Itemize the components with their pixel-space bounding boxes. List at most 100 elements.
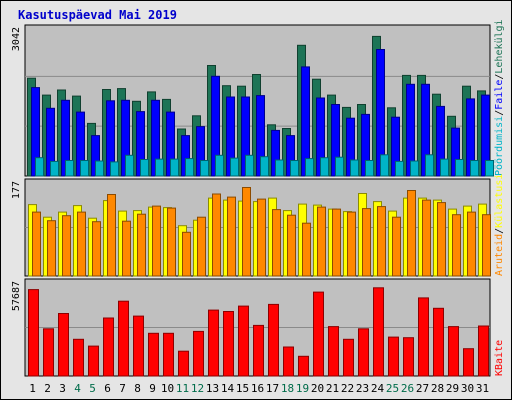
bar-middle-aruteid-day-11 [182, 231, 191, 277]
bar-bottom-kbaite-day-17 [268, 303, 279, 377]
bar-top-pöördumisi-day-31 [485, 160, 494, 177]
bar-top-pöördumisi-day-13 [215, 154, 224, 177]
x-tick-day-29: 29 [446, 382, 459, 395]
chart-title: Kasutuspäevad Mai 2019 [18, 8, 177, 22]
bar-middle-aruteid-day-25 [392, 216, 401, 277]
bar-top-pöördumisi-day-18 [290, 160, 299, 177]
bar-top-pöördumisi-day-11 [185, 158, 194, 177]
x-tick-day-3: 3 [59, 382, 66, 395]
bar-middle-aruteid-day-22 [347, 211, 356, 277]
x-tick-day-24: 24 [371, 382, 385, 395]
legend-item: Faile [494, 80, 505, 110]
legend-bottom: KBaite [494, 340, 505, 376]
bar-bottom-kbaite-day-24 [373, 287, 384, 377]
bar-middle-aruteid-day-7 [122, 220, 131, 277]
legend-item: KBaite [494, 340, 505, 376]
bar-bottom-kbaite-day-12 [193, 330, 204, 377]
bar-bottom-kbaite-day-6 [103, 317, 114, 377]
bar-top-pöördumisi-day-6 [110, 161, 119, 177]
bar-bottom-kbaite-day-9 [148, 332, 159, 377]
bar-top-pöördumisi-day-26 [410, 160, 419, 177]
x-tick-day-26: 26 [401, 382, 414, 395]
bar-top-pöördumisi-day-9 [155, 158, 164, 177]
bar-bottom-kbaite-day-19 [298, 355, 309, 377]
bar-top-pöördumisi-day-14 [230, 157, 239, 177]
legend-middle: Aruteid/Külastusi [494, 174, 505, 276]
bar-middle-aruteid-day-18 [287, 214, 296, 277]
bar-top-pöördumisi-day-28 [440, 158, 449, 177]
x-tick-day-20: 20 [311, 382, 324, 395]
legend-top: Pöördumisi/Faile/Lehekülgi [494, 19, 505, 176]
legend-item: Lehekülgi [494, 19, 505, 73]
bar-middle-aruteid-day-24 [377, 206, 386, 277]
bar-top-pöördumisi-day-27 [425, 154, 434, 177]
chart-bars [27, 35, 494, 377]
bar-bottom-kbaite-day-2 [43, 328, 54, 377]
bar-top-pöördumisi-day-21 [335, 156, 344, 177]
bar-bottom-kbaite-day-3 [58, 313, 69, 377]
bar-middle-aruteid-day-28 [437, 202, 446, 277]
x-tick-day-13: 13 [206, 382, 219, 395]
bar-middle-aruteid-day-26 [407, 190, 416, 277]
bar-top-pöördumisi-day-30 [470, 160, 479, 177]
bar-middle-aruteid-day-2 [47, 220, 56, 277]
bar-bottom-kbaite-day-31 [478, 325, 489, 377]
bar-middle-aruteid-day-6 [107, 194, 116, 277]
x-tick-day-15: 15 [236, 382, 249, 395]
bar-top-pöördumisi-day-8 [140, 159, 149, 177]
bar-bottom-kbaite-day-23 [358, 328, 369, 377]
bar-middle-aruteid-day-14 [227, 196, 236, 277]
x-tick-day-31: 31 [476, 382, 489, 395]
bar-top-pöördumisi-day-1 [35, 157, 44, 177]
bar-bottom-kbaite-day-28 [433, 307, 444, 377]
bar-middle-aruteid-day-20 [317, 206, 326, 277]
bar-middle-aruteid-day-30 [467, 211, 476, 277]
x-tick-day-22: 22 [341, 382, 354, 395]
x-tick-day-23: 23 [356, 382, 369, 395]
y-max-label-bottom: 57687 [11, 281, 22, 311]
x-tick-day-9: 9 [149, 382, 156, 395]
bar-bottom-kbaite-day-7 [118, 300, 129, 377]
bar-middle-aruteid-day-5 [92, 221, 101, 277]
x-tick-day-27: 27 [416, 382, 429, 395]
bar-middle-aruteid-day-15 [242, 187, 251, 277]
x-tick-day-19: 19 [296, 382, 309, 395]
x-tick-day-21: 21 [326, 382, 339, 395]
x-tick-day-5: 5 [89, 382, 96, 395]
bar-middle-aruteid-day-1 [32, 211, 41, 277]
legend-separator: / [494, 228, 505, 234]
bar-bottom-kbaite-day-15 [238, 305, 249, 377]
bar-top-pöördumisi-day-29 [455, 159, 464, 177]
bar-bottom-kbaite-day-27 [418, 297, 429, 377]
bar-middle-aruteid-day-12 [197, 216, 206, 277]
x-tick-day-12: 12 [191, 382, 204, 395]
bar-top-pöördumisi-day-20 [320, 157, 329, 177]
legend-separator: / [494, 110, 505, 116]
bar-middle-aruteid-day-8 [137, 213, 146, 277]
bar-bottom-kbaite-day-16 [253, 324, 264, 377]
bar-top-pöördumisi-day-3 [65, 160, 74, 177]
bar-top-pöördumisi-day-24 [380, 154, 389, 177]
y-axis-max-labels: 3042 177 57687 [11, 27, 22, 311]
x-tick-day-11: 11 [176, 382, 189, 395]
x-axis-day-labels: 1 2 3 4 5 6 7 8 9 10 11 12 13 14 15 16 17 18 19 20 21 22 23 24 2… [29, 382, 489, 395]
bar-top-pöördumisi-day-12 [200, 160, 209, 177]
bar-top-pöördumisi-day-25 [395, 160, 404, 177]
bar-middle-aruteid-day-4 [77, 211, 86, 277]
bar-top-pöördumisi-day-19 [305, 158, 314, 177]
bar-bottom-kbaite-day-1 [28, 289, 39, 377]
legend-item: Külastusi [494, 174, 505, 228]
bar-middle-aruteid-day-23 [362, 208, 371, 277]
x-tick-day-25: 25 [386, 382, 399, 395]
bar-top-pöördumisi-day-10 [170, 158, 179, 177]
bar-middle-aruteid-day-9 [152, 205, 161, 277]
bar-top-pöördumisi-day-23 [365, 160, 374, 177]
x-tick-day-30: 30 [461, 382, 474, 395]
x-tick-day-2: 2 [44, 382, 51, 395]
bar-middle-aruteid-day-10 [167, 207, 176, 277]
bar-bottom-kbaite-day-10 [163, 332, 174, 377]
bar-bottom-kbaite-day-18 [283, 346, 294, 377]
x-tick-day-4: 4 [74, 382, 81, 395]
bar-top-pöördumisi-day-7 [125, 154, 134, 177]
bar-bottom-kbaite-day-20 [313, 291, 324, 377]
